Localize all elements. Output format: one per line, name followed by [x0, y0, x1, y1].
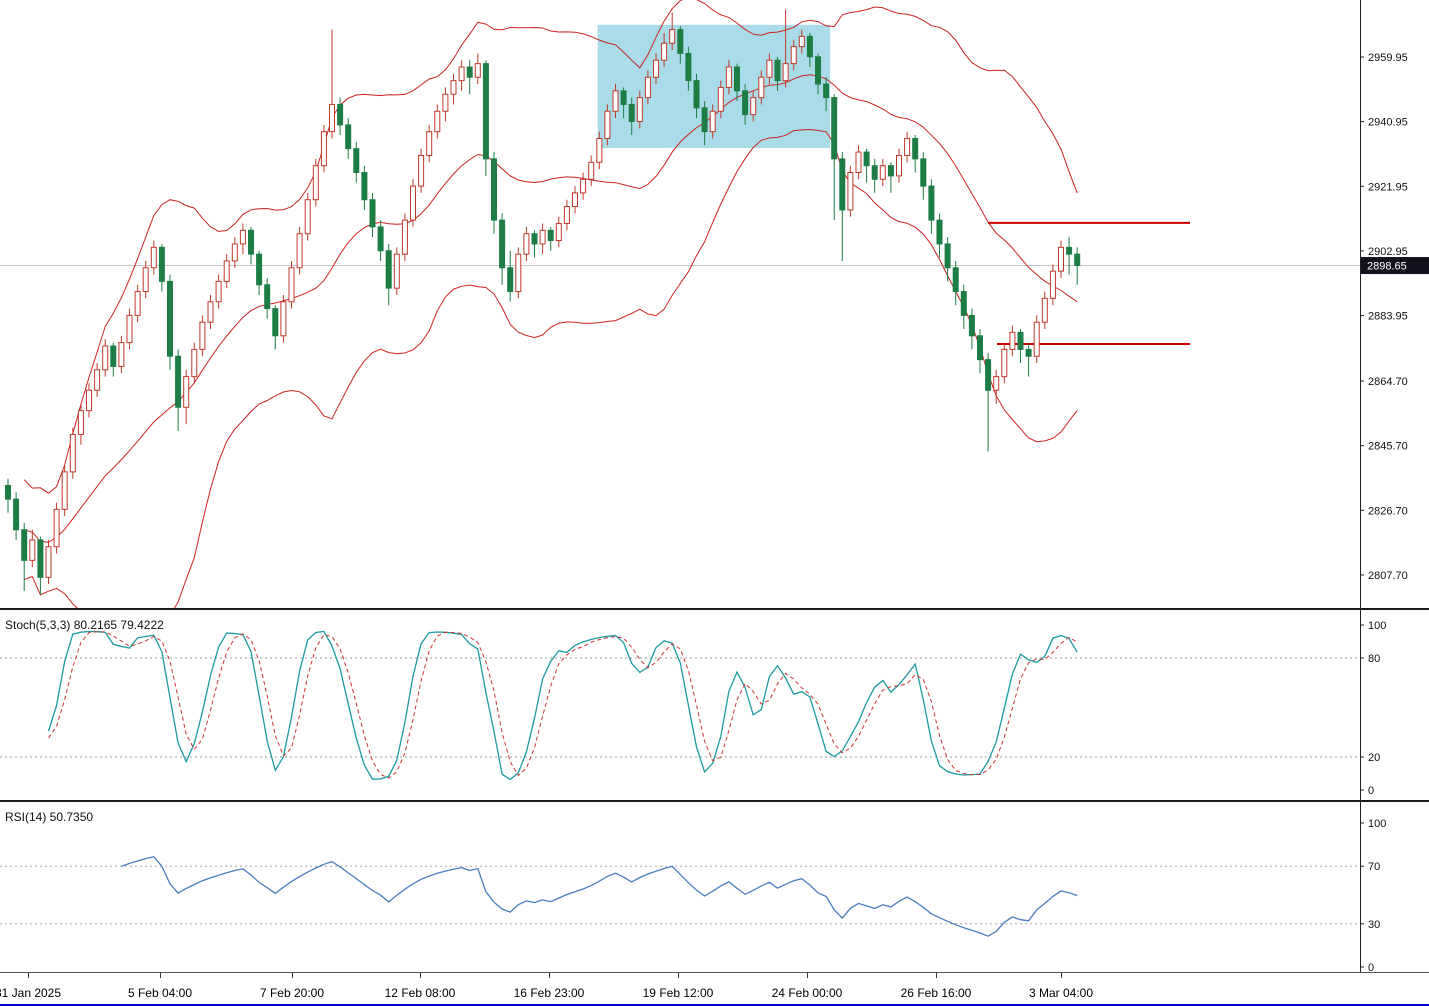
time-tick — [1061, 973, 1062, 978]
svg-text:2902.95: 2902.95 — [1368, 246, 1408, 258]
time-tick — [420, 973, 421, 978]
panel-divider[interactable] — [0, 608, 1429, 610]
svg-text:100: 100 — [1368, 818, 1386, 830]
time-tick — [807, 973, 808, 978]
bottom-scroll-line — [0, 1004, 1429, 1006]
price-axis-labels[interactable]: 2959.95 2940.95 2921.95 2902.95 2883.95 2864.… — [1360, 52, 1408, 582]
svg-text:0: 0 — [1368, 962, 1374, 972]
svg-text:70: 70 — [1368, 861, 1380, 873]
time-tick — [28, 973, 29, 978]
panel-divider — [0, 972, 1429, 973]
time-label: 12 Feb 08:00 — [384, 986, 456, 1000]
candlesticks — [5, 9, 1081, 595]
svg-text:100: 100 — [1368, 620, 1386, 632]
time-tick — [678, 973, 679, 978]
svg-text:2883.95: 2883.95 — [1368, 311, 1408, 323]
price-chart-canvas[interactable]: 2959.95 2940.95 2921.95 2902.95 2883.95 2864.… — [0, 0, 1429, 608]
time-label: 26 Feb 16:00 — [900, 986, 972, 1000]
time-tick — [549, 973, 550, 978]
bollinger-bands — [23, 0, 1078, 608]
svg-text:20: 20 — [1368, 752, 1380, 764]
time-label: 7 Feb 20:00 — [259, 986, 325, 1000]
svg-text:2940.95: 2940.95 — [1368, 117, 1408, 129]
panel-divider[interactable] — [0, 800, 1429, 802]
svg-text:2845.70: 2845.70 — [1368, 441, 1408, 453]
rsi-canvas[interactable]: 100 70 30 0 — [0, 802, 1429, 972]
time-label: 3 Mar 04:00 — [1028, 986, 1094, 1000]
svg-text:2807.70: 2807.70 — [1368, 570, 1408, 582]
price-chart-panel: 2959.95 2940.95 2921.95 2902.95 2883.95 2864.… — [0, 0, 1429, 608]
current-price-value: 2898.65 — [1367, 261, 1407, 273]
stoch-d-line — [48, 631, 1078, 779]
stochastic-canvas[interactable]: 100 80 20 0 — [0, 610, 1429, 800]
rsi-panel: RSI(14) 50.7350 100 70 30 0 — [0, 802, 1429, 972]
svg-text:80: 80 — [1368, 653, 1380, 665]
time-tick — [292, 973, 293, 978]
time-label: 19 Feb 12:00 — [642, 986, 714, 1000]
svg-text:0: 0 — [1368, 785, 1374, 797]
time-label: 31 Jan 2025 — [0, 986, 62, 1000]
time-tick — [936, 973, 937, 978]
horizontal-level-lines[interactable] — [988, 221, 1190, 345]
time-axis[interactable]: 31 Jan 2025 5 Feb 04:00 7 Feb 20:00 12 Feb … — [0, 973, 1429, 1004]
svg-text:2826.70: 2826.70 — [1368, 505, 1408, 517]
time-label: 16 Feb 23:00 — [513, 986, 585, 1000]
svg-text:2921.95: 2921.95 — [1368, 181, 1408, 193]
stochastic-label: Stoch(5,3,3) 80.2165 79.4222 — [5, 618, 164, 632]
time-tick — [160, 973, 161, 978]
stochastic-panel: Stoch(5,3,3) 80.2165 79.4222 100 80 20 0 — [0, 610, 1429, 800]
rsi-label: RSI(14) 50.7350 — [5, 810, 94, 824]
rsi-line — [121, 855, 1078, 937]
time-label: 5 Feb 04:00 — [127, 986, 193, 1000]
current-price-tag — [1361, 257, 1429, 275]
svg-text:30: 30 — [1368, 919, 1380, 931]
time-label: 24 Feb 00:00 — [771, 986, 843, 1000]
svg-text:2864.70: 2864.70 — [1368, 376, 1408, 388]
stoch-k-line — [47, 630, 1078, 781]
svg-text:2959.95: 2959.95 — [1368, 52, 1408, 64]
